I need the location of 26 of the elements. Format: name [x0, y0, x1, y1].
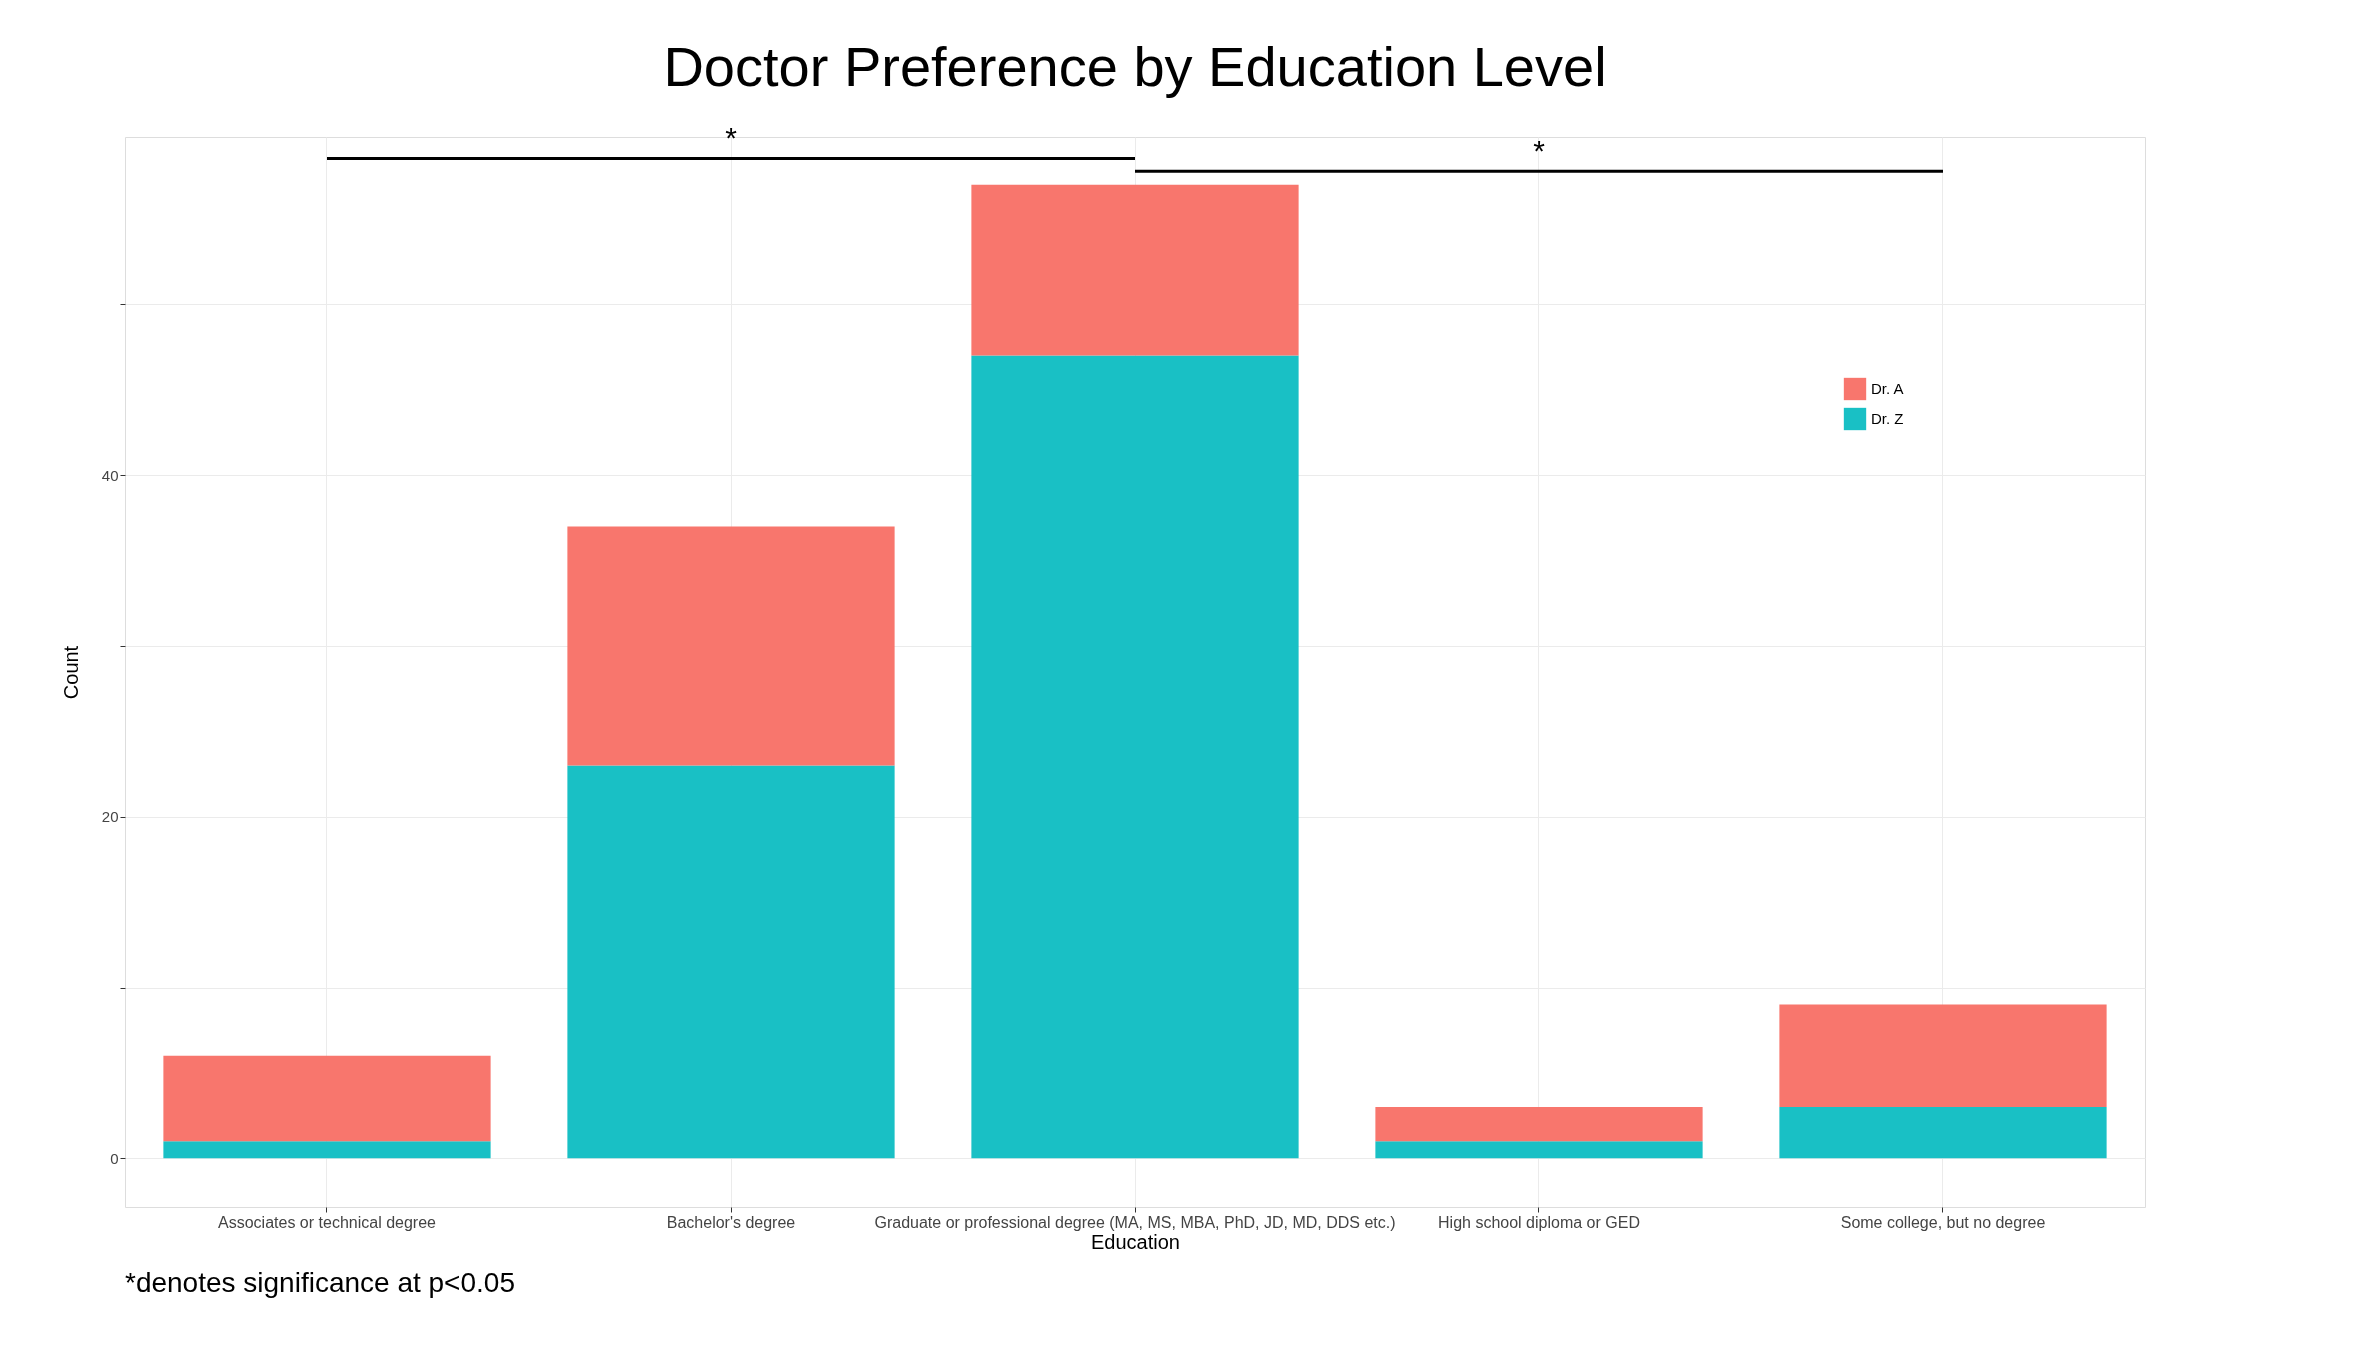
legend-label: Dr. A [1871, 380, 1904, 397]
x-tick-label: Bachelor's degree [666, 1213, 796, 1231]
bar [567, 526, 895, 766]
legend-label: Dr. Z [1871, 410, 1904, 427]
y-tick-label: 20 [101, 808, 119, 826]
bar [163, 1055, 491, 1142]
y-tick-label: 40 [101, 466, 119, 484]
bar [1779, 1004, 2107, 1108]
bar [971, 184, 1299, 356]
y-tick-label: 0 [110, 1149, 119, 1167]
bar [567, 765, 895, 1159]
annotation: * [1533, 134, 1546, 168]
x-tick-label: Graduate or professional degree (MA, MS, MBA, PhD, JD, MD, DDS etc.) [874, 1213, 1396, 1231]
bar [971, 355, 1299, 1159]
annotation: * [725, 121, 738, 155]
bar [163, 1141, 491, 1159]
bar [1375, 1107, 1703, 1142]
chart-title: Doctor Preference by Education Level [663, 35, 1607, 99]
text: *denotes significance at p<0.05 [125, 1267, 515, 1298]
x-axis-title: Education [1091, 1230, 1180, 1253]
x-tick-label: Associates or technical degree [218, 1213, 437, 1231]
x-tick-label: High school diploma or GED [1438, 1213, 1640, 1231]
y-axis-title: Count [59, 645, 82, 700]
bar [1375, 1141, 1703, 1159]
x-tick-label: Some college, but no degree [1840, 1213, 2046, 1231]
bar [1779, 1107, 2107, 1159]
